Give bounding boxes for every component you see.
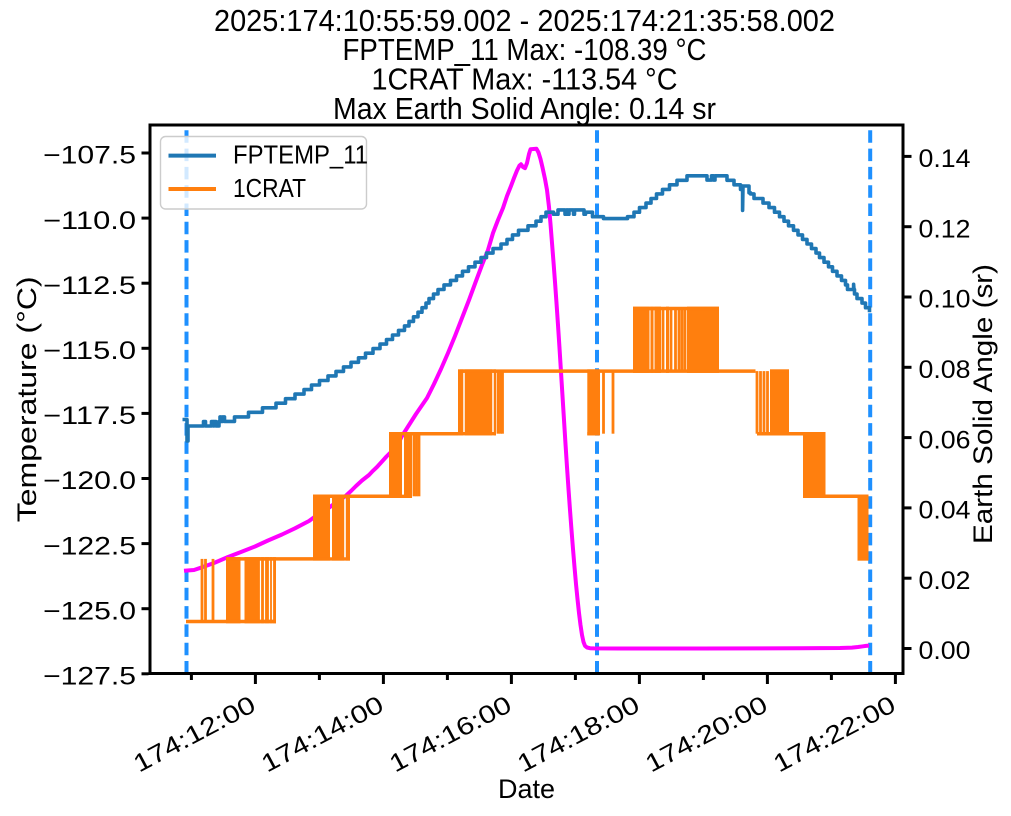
svg-text:−122.5: −122.5	[43, 532, 136, 560]
svg-text:−117.5: −117.5	[43, 402, 136, 430]
svg-text:Date: Date	[498, 774, 555, 804]
svg-text:0.06: 0.06	[919, 426, 971, 454]
svg-text:−115.0: −115.0	[43, 337, 136, 365]
svg-text:1CRAT: 1CRAT	[233, 175, 306, 203]
svg-text:−112.5: −112.5	[43, 272, 136, 300]
svg-text:1CRAT Max: -113.54 °C: 1CRAT Max: -113.54 °C	[372, 62, 678, 97]
svg-text:0.08: 0.08	[919, 356, 971, 384]
svg-text:FPTEMP_11: FPTEMP_11	[233, 142, 368, 170]
svg-text:0.12: 0.12	[919, 215, 971, 243]
svg-text:FPTEMP_11 Max: -108.39 °C: FPTEMP_11 Max: -108.39 °C	[343, 32, 707, 67]
svg-text:0.02: 0.02	[919, 567, 971, 595]
svg-text:−127.5: −127.5	[43, 663, 136, 691]
svg-text:0.14: 0.14	[919, 145, 971, 173]
svg-text:−125.0: −125.0	[43, 597, 136, 625]
svg-text:0.00: 0.00	[919, 637, 971, 665]
svg-text:−107.5: −107.5	[43, 142, 136, 170]
svg-text:0.04: 0.04	[919, 497, 971, 525]
svg-text:0.10: 0.10	[919, 286, 971, 314]
svg-text:−110.0: −110.0	[43, 207, 136, 235]
svg-text:Max Earth Solid Angle: 0.14 sr: Max Earth Solid Angle: 0.14 sr	[333, 91, 716, 126]
svg-text:Earth Solid Angle (sr): Earth Solid Angle (sr)	[968, 264, 998, 544]
svg-text:−120.0: −120.0	[43, 467, 136, 495]
svg-text:2025:174:10:55:59.002 - 2025:1: 2025:174:10:55:59.002 - 2025:174:21:35:5…	[214, 3, 835, 38]
svg-text:Temperature (°C): Temperature (°C)	[12, 276, 42, 522]
